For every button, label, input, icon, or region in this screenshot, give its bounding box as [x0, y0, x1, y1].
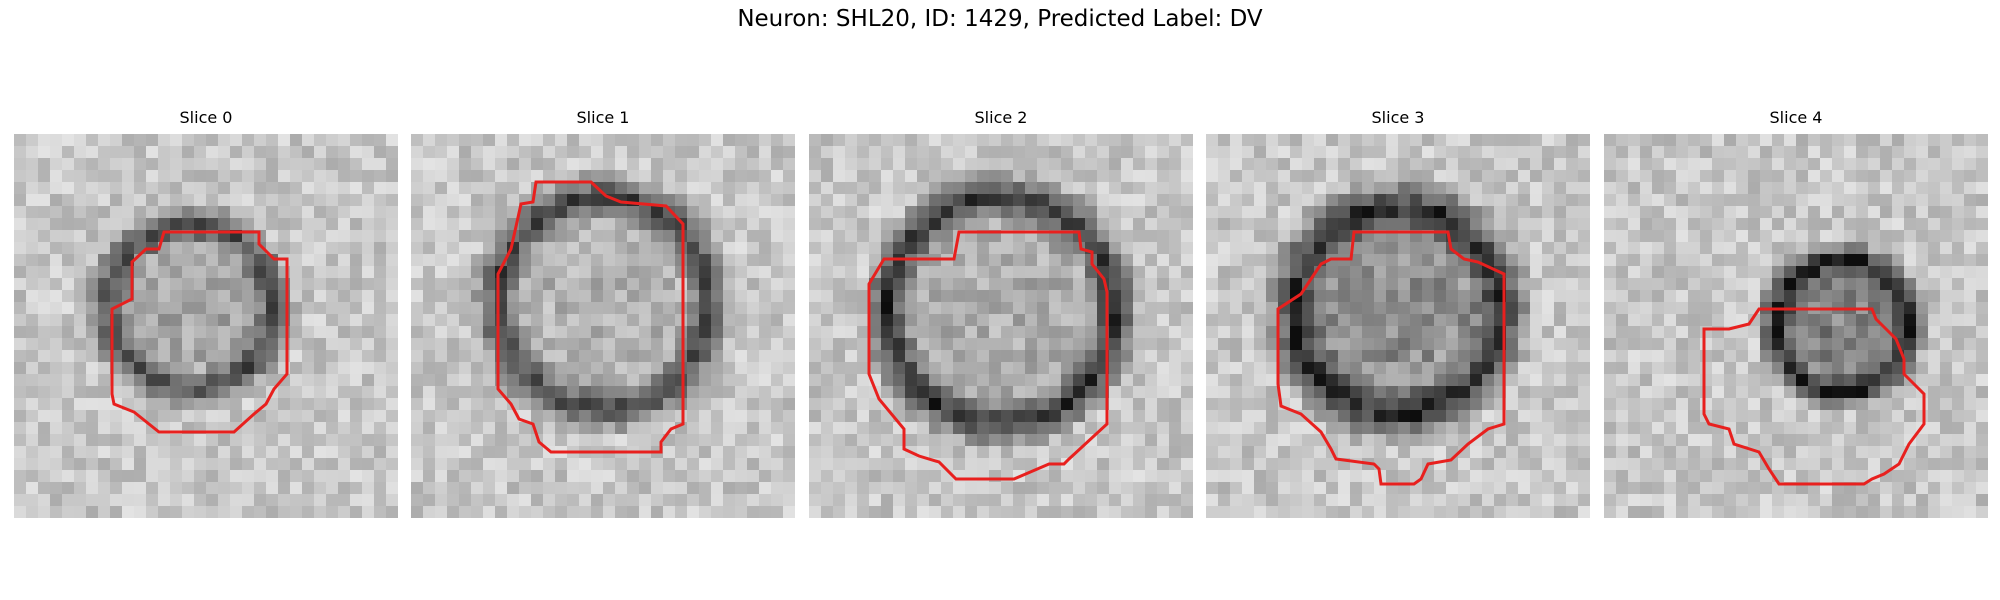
roi-contour-4 — [1702, 307, 1926, 486]
slice-title-4: Slice 4 — [1769, 108, 1823, 127]
slice-title-2: Slice 2 — [974, 108, 1028, 127]
roi-contour-2 — [867, 230, 1109, 481]
figure-title: Neuron: SHL20, ID: 1429, Predicted Label… — [737, 6, 1263, 32]
slice-title-1: Slice 1 — [576, 108, 630, 127]
slice-image-1 — [411, 134, 795, 518]
roi-contour-0 — [110, 230, 289, 434]
slice-title-3: Slice 3 — [1371, 108, 1425, 127]
slice-title-0: Slice 0 — [179, 108, 233, 127]
slice-image-3 — [1206, 134, 1590, 518]
roi-contour-1 — [496, 180, 685, 454]
slice-image-2 — [809, 134, 1193, 518]
slice-image-4 — [1604, 134, 1988, 518]
roi-contour-3 — [1276, 230, 1506, 486]
slice-image-0 — [14, 134, 398, 518]
